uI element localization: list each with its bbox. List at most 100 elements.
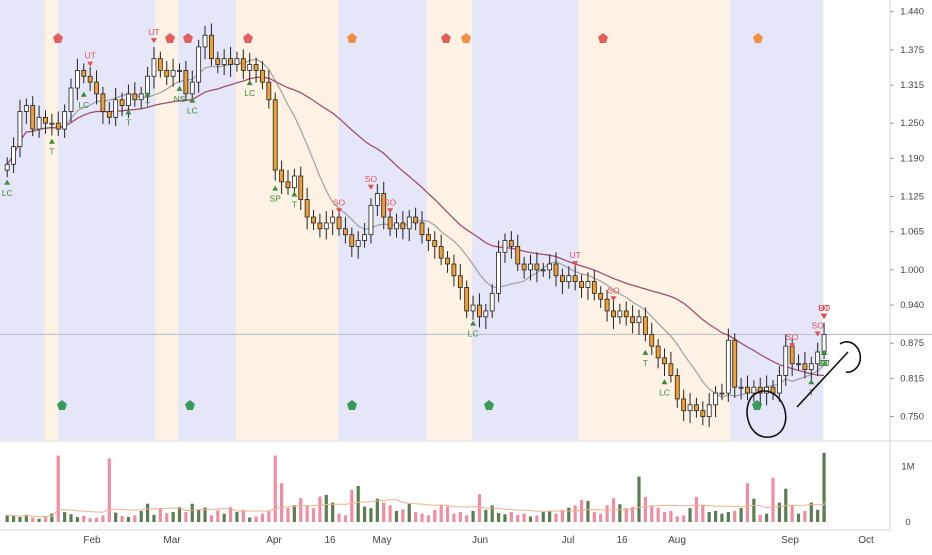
candle-body (132, 93, 138, 101)
candle-body (330, 216, 336, 224)
signal-label-7: NS (174, 94, 186, 104)
candle-body (534, 263, 540, 271)
volume-bar (605, 505, 609, 522)
band-4 (178, 0, 236, 440)
time-tick-label: May (373, 535, 392, 546)
price-tick-label: 0.815 (900, 373, 924, 384)
candle-body (662, 357, 667, 365)
candle-body (642, 316, 648, 335)
volume-bar (439, 505, 443, 522)
signal-arrow-16 (572, 261, 579, 267)
volume-bar (254, 516, 258, 522)
signal-label-9: LC (244, 88, 255, 98)
band-1 (44, 0, 58, 440)
candle-body (138, 93, 144, 101)
signal-label-29: SP (818, 358, 830, 368)
candle-body (464, 287, 470, 312)
signal-label-31: UT (818, 303, 829, 313)
volume-bar (324, 494, 328, 522)
candle-body (406, 216, 412, 230)
time-tick-label: Apr (266, 535, 282, 546)
volume-bar (260, 513, 265, 522)
signal-label-2: LC (78, 100, 89, 110)
volume-bar (31, 517, 35, 522)
candle-body (215, 58, 221, 65)
candle-body (49, 122, 55, 125)
volume-bar (586, 500, 590, 522)
volume-bar (701, 505, 705, 522)
candle-body (668, 363, 674, 376)
price-tick-label: 1.125 (900, 192, 924, 203)
band-0 (0, 0, 45, 440)
candle-body (189, 81, 195, 95)
candle-body (202, 34, 208, 48)
volume-pane (5, 452, 826, 522)
volume-bar (726, 512, 730, 522)
candle-body (196, 46, 202, 83)
signal-arrow-35 (821, 349, 828, 355)
volume-bar (579, 499, 584, 522)
volume-bar (656, 507, 660, 522)
event-marker-top-2 (183, 33, 193, 43)
event-marker-top-1 (165, 33, 175, 43)
signal-label-33: LC (819, 358, 830, 368)
event-marker-bottom-2 (347, 400, 357, 410)
candle-body (483, 310, 489, 318)
candle-body (521, 263, 527, 271)
volume-bar (503, 514, 507, 522)
candle-body (394, 222, 399, 230)
candle-body (87, 75, 93, 83)
time-tick-label: Oct (858, 535, 874, 546)
candle-body (796, 363, 801, 366)
volume-bar (688, 508, 692, 522)
candle-body (311, 216, 316, 224)
signal-arrow-5 (144, 91, 151, 97)
volume-bar (203, 507, 207, 522)
candle-body (776, 375, 782, 394)
band-3 (155, 0, 178, 440)
candle-body (451, 263, 457, 277)
volume-bar (433, 509, 437, 522)
volume-bar (356, 486, 360, 522)
candle-body (808, 363, 814, 371)
candle-body (470, 304, 476, 312)
candle-body (745, 386, 750, 394)
ma-slow-line (6, 76, 825, 377)
volume-bar (362, 506, 367, 522)
candle-body (151, 58, 157, 77)
volume-bar (643, 497, 647, 522)
volume-bar (790, 505, 794, 522)
candle-body (413, 216, 419, 224)
candle-body (30, 105, 36, 130)
candle-body (553, 263, 559, 277)
volume-bar (420, 513, 424, 522)
band-7 (427, 0, 472, 440)
candle-body (560, 275, 565, 283)
volume-bar (477, 494, 482, 522)
volume-bar (445, 506, 450, 522)
axes: 1.440 1.375 1.315 1.250 1.190 1.125 1.065 1.000… (0, 0, 924, 546)
candle-body (496, 251, 501, 294)
candle-body (304, 199, 310, 218)
candle-body (457, 275, 463, 288)
candle-body (55, 122, 61, 130)
volume-bar (337, 513, 341, 522)
candle-body (617, 310, 623, 318)
candle-body (381, 193, 387, 218)
candle-body (425, 234, 431, 241)
volume-bar (177, 507, 182, 522)
candle-body (272, 99, 278, 171)
volume-bar (765, 513, 769, 522)
volume-bar (758, 514, 762, 522)
volume-bar (465, 515, 469, 522)
volume-bar (426, 515, 430, 522)
candle-body (298, 175, 304, 200)
signal-label-3: UT (84, 51, 95, 61)
signal-label-0: LC (2, 188, 13, 198)
time-tick-label: Jul (562, 535, 575, 546)
signal-label-13: SO (365, 174, 378, 184)
signal-label-5: T (145, 100, 150, 110)
candle-body (323, 222, 329, 230)
